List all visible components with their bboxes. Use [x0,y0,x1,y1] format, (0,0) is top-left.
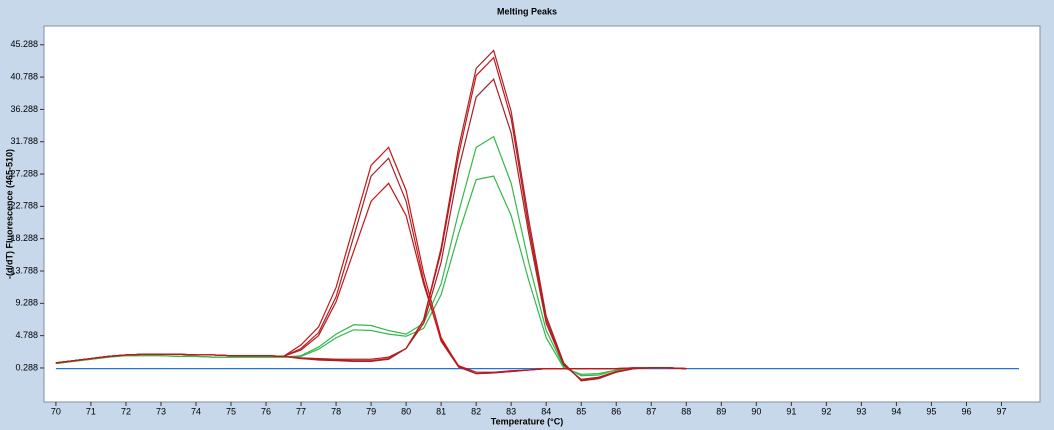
melt-curve [55,175,687,375]
x-tick-label: 96 [961,406,971,416]
x-tick-label: 72 [121,406,131,416]
x-tick-label: 97 [996,406,1006,416]
y-axis-label: -(d/dT) Fluorescence (465-510) [4,149,14,279]
y-tick-label: 4.788 [15,330,38,340]
x-tick-label: 87 [646,406,656,416]
x-tick-label: 93 [856,406,866,416]
x-tick-label: 77 [296,406,306,416]
x-tick-label: 71 [86,406,96,416]
y-tick-label: 27.288 [10,168,38,178]
x-tick-label: 80 [401,406,411,416]
y-tick-label: 40.788 [10,71,38,81]
x-tick-label: 73 [156,406,166,416]
x-tick-label: 94 [891,406,901,416]
x-tick-label: 82 [471,406,481,416]
x-axis-label: Temperature (°C) [491,416,563,426]
x-tick-label: 81 [436,406,446,416]
y-tick-label: 45.288 [10,39,38,49]
x-tick-label: 74 [191,406,201,416]
y-tick-label: 31.788 [10,136,38,146]
x-tick-label: 89 [716,406,726,416]
y-tick-label: 22.788 [10,201,38,211]
plot-area [43,25,1041,403]
melt-curve [55,182,687,373]
y-tick-label: 36.288 [10,104,38,114]
y-tick-label: 0.288 [15,362,38,372]
x-tick-label: 75 [226,406,236,416]
x-tick-label: 85 [576,406,586,416]
x-tick-label: 92 [821,406,831,416]
x-tick-label: 88 [681,406,691,416]
x-tick-label: 83 [506,406,516,416]
x-tick-label: 76 [261,406,271,416]
x-tick-label: 78 [331,406,341,416]
lines [55,49,1019,382]
x-tick-label: 70 [51,406,61,416]
chart-title: Melting Peaks [497,6,557,16]
x-tick-label: 79 [366,406,376,416]
y-tick-label: 13.788 [10,265,38,275]
y-tick-label: 9.288 [15,298,38,308]
x-tick-label: 86 [611,406,621,416]
x-tick-label: 91 [786,406,796,416]
y-tick-label: 18.288 [10,233,38,243]
x-tick-label: 84 [541,406,551,416]
x-tick-label: 95 [926,406,936,416]
x-tick-label: 90 [751,406,761,416]
